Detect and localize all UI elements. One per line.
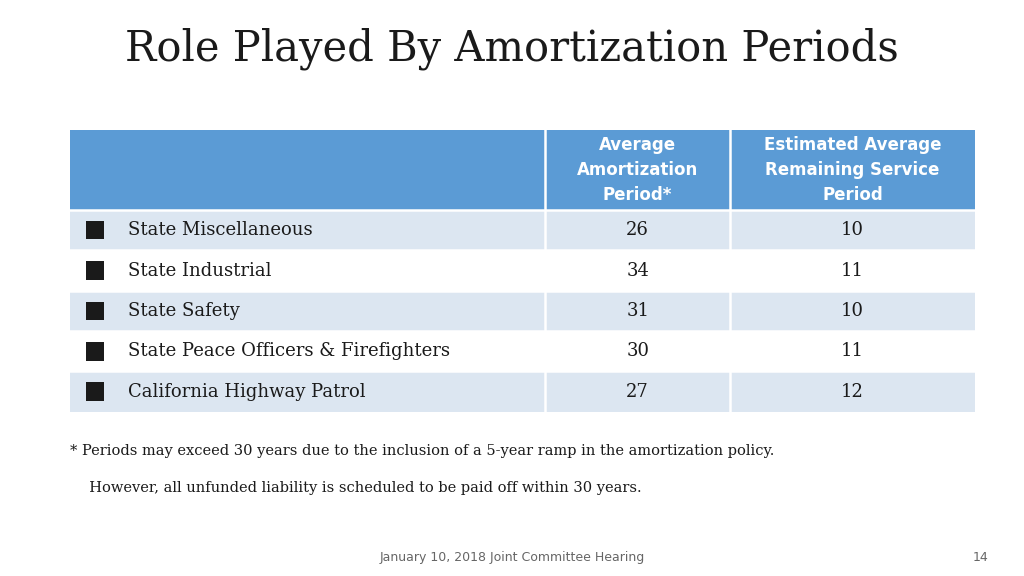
Text: 10: 10: [841, 302, 864, 320]
Text: January 10, 2018 Joint Committee Hearing: January 10, 2018 Joint Committee Hearing: [379, 551, 645, 564]
Text: State Peace Officers & Firefighters: State Peace Officers & Firefighters: [128, 342, 451, 361]
Text: State Safety: State Safety: [128, 302, 241, 320]
Text: 34: 34: [627, 262, 649, 279]
Text: State Industrial: State Industrial: [128, 262, 272, 279]
Bar: [70, 372, 975, 412]
Bar: [86, 342, 104, 361]
Text: Estimated Average
Remaining Service
Period: Estimated Average Remaining Service Peri…: [764, 136, 941, 204]
Bar: [70, 331, 975, 372]
Bar: [86, 262, 104, 280]
Text: 31: 31: [626, 302, 649, 320]
Text: 10: 10: [841, 221, 864, 239]
Text: 12: 12: [841, 382, 864, 401]
Text: * Periods may exceed 30 years due to the inclusion of a 5-year ramp in the amort: * Periods may exceed 30 years due to the…: [70, 444, 774, 457]
Text: State Miscellaneous: State Miscellaneous: [128, 221, 313, 239]
Bar: [86, 302, 104, 320]
Text: However, all unfunded liability is scheduled to be paid off within 30 years.: However, all unfunded liability is sched…: [80, 481, 641, 495]
Bar: [70, 130, 975, 210]
Text: 30: 30: [626, 342, 649, 361]
Bar: [86, 382, 104, 401]
Bar: [86, 221, 104, 240]
Text: California Highway Patrol: California Highway Patrol: [128, 382, 367, 401]
Text: 26: 26: [627, 221, 649, 239]
Text: 27: 27: [627, 382, 649, 401]
Bar: [70, 210, 975, 251]
Text: 14: 14: [973, 551, 988, 564]
Text: 11: 11: [841, 262, 864, 279]
Text: 11: 11: [841, 342, 864, 361]
Text: Role Played By Amortization Periods: Role Played By Amortization Periods: [125, 28, 899, 70]
Text: Average
Amortization
Period*: Average Amortization Period*: [578, 136, 698, 204]
Bar: [70, 291, 975, 331]
Bar: [70, 251, 975, 291]
